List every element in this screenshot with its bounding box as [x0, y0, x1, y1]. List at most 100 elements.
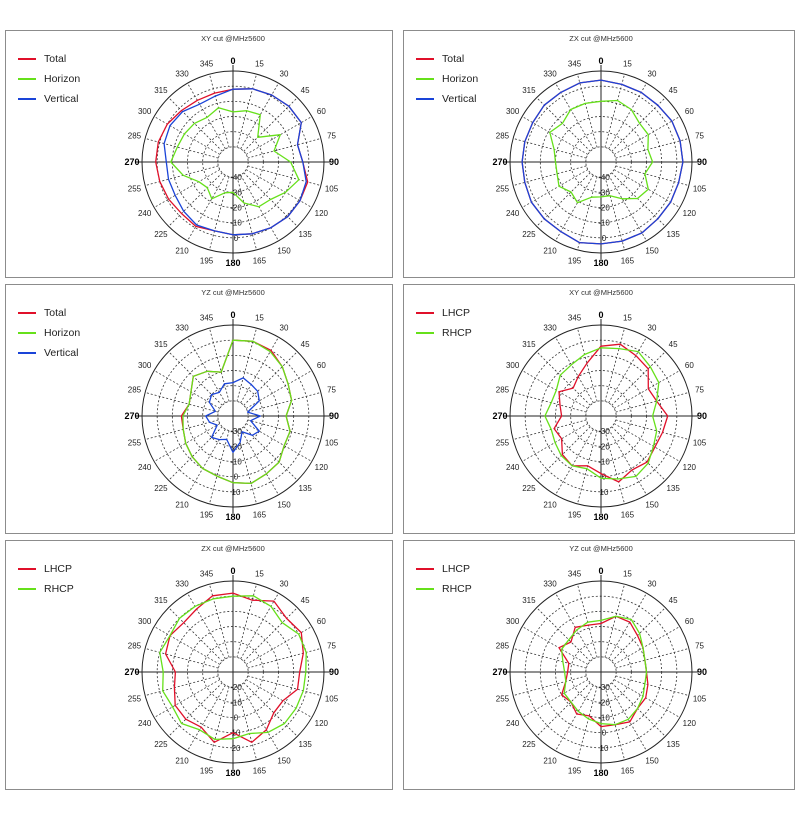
ring-label: 10 — [600, 488, 609, 497]
angle-label: 45 — [669, 86, 678, 95]
legend-label: RHCP — [44, 583, 74, 595]
grid-spoke — [144, 675, 219, 696]
ring-label: -40 — [230, 173, 242, 182]
angle-label: 330 — [543, 324, 557, 333]
angle-label: 150 — [277, 500, 291, 509]
legend-item: Total — [416, 49, 478, 69]
legend-swatch — [416, 98, 434, 100]
grid-spoke — [153, 423, 221, 462]
angle-label: 180 — [225, 768, 240, 778]
angle-label: 270 — [492, 411, 507, 421]
polar-plot: -20 -10 0 10 20 0 15 30 45 60 75 90 105 120 135 150 165 1… — [124, 566, 339, 778]
grid-spoke — [604, 176, 625, 251]
legend-swatch — [416, 58, 434, 60]
grid-spoke — [168, 351, 223, 406]
angle-label: 60 — [317, 617, 326, 626]
legend-label: Total — [442, 53, 465, 65]
angle-label: 60 — [317, 361, 326, 370]
chart-title: YZ cut @MHz5600 — [201, 288, 265, 297]
ring-label: 10 — [600, 744, 609, 753]
angle-label: 315 — [522, 86, 536, 95]
grid-spoke — [555, 684, 594, 752]
grid-spoke — [187, 174, 226, 242]
grid-spoke — [247, 138, 322, 159]
angle-label: 180 — [593, 512, 608, 522]
grid-spoke — [611, 351, 666, 406]
angle-label: 45 — [669, 596, 678, 605]
angle-label: 195 — [200, 511, 214, 520]
angle-label: 345 — [200, 313, 214, 322]
grid-spoke — [604, 583, 625, 658]
angle-label: 315 — [154, 86, 168, 95]
angle-label: 150 — [277, 246, 291, 255]
angle-label: 0 — [230, 566, 235, 576]
grid-spoke — [209, 176, 230, 251]
legend-swatch — [18, 568, 36, 570]
ring-label: -30 — [230, 427, 242, 436]
angle-label: 0 — [598, 566, 603, 576]
ring-label: -20 — [230, 683, 242, 692]
angle-label: 15 — [255, 59, 264, 68]
angle-label: 120 — [683, 209, 697, 218]
angle-label: 90 — [697, 667, 707, 677]
angle-label: 210 — [175, 756, 189, 765]
legend-item: Total — [18, 49, 80, 69]
ring-label: 0 — [602, 729, 607, 738]
grid-spoke — [512, 392, 587, 413]
series-line-rhcp — [560, 615, 648, 726]
angle-label: 195 — [200, 767, 214, 776]
angle-label: 315 — [154, 596, 168, 605]
polar-plot: -30 -20 -10 0 10 0 15 30 45 60 75 90 105 120 135 150 165… — [492, 566, 707, 778]
chart-legend: Total Horizon Vertical — [18, 49, 80, 109]
angle-label: 60 — [685, 107, 694, 116]
grid-spoke — [243, 351, 298, 406]
angle-label: 60 — [685, 617, 694, 626]
angle-label: 135 — [666, 740, 680, 749]
legend-item: Vertical — [18, 343, 80, 363]
grid-spoke — [144, 392, 219, 413]
angle-label: 240 — [506, 209, 520, 218]
angle-label: 75 — [695, 386, 704, 395]
angle-label: 90 — [697, 411, 707, 421]
angle-label: 255 — [128, 694, 142, 703]
angle-label: 270 — [492, 157, 507, 167]
legend-swatch — [18, 58, 36, 60]
angle-label: 270 — [124, 157, 139, 167]
grid-spoke — [611, 426, 666, 481]
legend-item: RHCP — [18, 579, 74, 599]
angle-label: 135 — [666, 484, 680, 493]
angle-label: 330 — [543, 70, 557, 79]
ring-label: -20 — [598, 204, 610, 213]
grid-spoke — [613, 370, 681, 409]
angle-label: 15 — [255, 569, 264, 578]
grid-spoke — [608, 82, 647, 150]
polar-chart-panel: XY cut @MHz5600 -40 -30 -20 -10 0 0 15 30 45 60 75 9… — [5, 30, 393, 278]
angle-label: 330 — [175, 70, 189, 79]
angle-label: 345 — [568, 569, 582, 578]
grid-spoke — [613, 423, 681, 462]
angle-label: 90 — [329, 411, 339, 421]
legend-item: RHCP — [416, 579, 472, 599]
legend-label: Vertical — [44, 93, 79, 105]
legend-swatch — [18, 312, 36, 314]
grid-spoke — [153, 169, 221, 208]
ring-label: -30 — [598, 683, 610, 692]
grid-spoke — [615, 675, 690, 696]
legend-label: LHCP — [44, 563, 73, 575]
grid-spoke — [615, 138, 690, 159]
grid-spoke — [243, 682, 298, 737]
grid-spoke — [245, 679, 313, 718]
angle-label: 30 — [280, 324, 289, 333]
ring-label: 20 — [232, 744, 241, 753]
grid-spoke — [236, 686, 257, 761]
grid-spoke — [555, 428, 594, 496]
angle-label: 225 — [154, 740, 168, 749]
grid-spoke — [577, 686, 598, 761]
legend-label: Vertical — [442, 93, 477, 105]
grid-spoke — [521, 370, 589, 409]
grid-spoke — [247, 675, 322, 696]
chart-legend: Total Horizon Vertical — [416, 49, 478, 109]
angle-label: 285 — [128, 132, 142, 141]
grid-spoke — [153, 626, 221, 665]
angle-label: 195 — [568, 767, 582, 776]
